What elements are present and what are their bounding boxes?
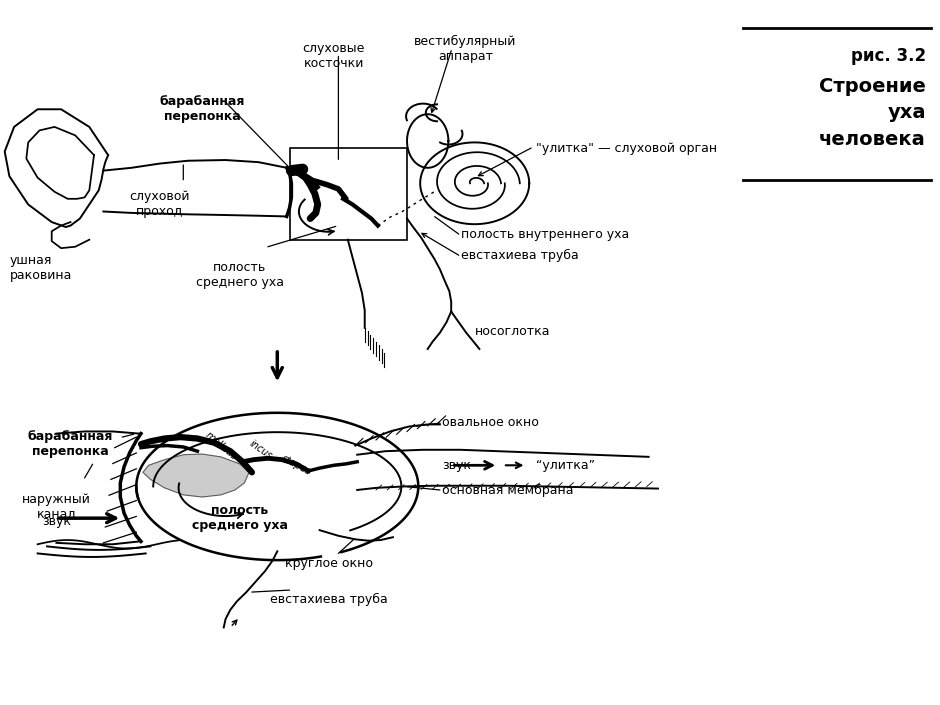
Text: полость внутреннего уха: полость внутреннего уха: [461, 228, 629, 240]
Text: вестибулярный
аппарат: вестибулярный аппарат: [415, 35, 516, 63]
Bar: [290, 148, 407, 240]
Text: stapes: stapes: [279, 453, 313, 477]
Text: malleus: malleus: [203, 429, 239, 462]
Text: барабанная
перепонка: барабанная перепонка: [28, 430, 113, 458]
Text: incus: incus: [248, 439, 274, 461]
Text: рис. 3.2: рис. 3.2: [851, 47, 926, 66]
Text: полость
среднего уха: полость среднего уха: [196, 261, 284, 289]
Text: ушная
раковина: ушная раковина: [9, 254, 71, 282]
Text: основная мембрана: основная мембрана: [442, 484, 573, 496]
Polygon shape: [143, 454, 249, 497]
Text: овальное окно: овальное окно: [442, 417, 539, 429]
Text: евстахиева труба: евстахиева труба: [461, 249, 578, 262]
Text: звук: звук: [442, 459, 471, 472]
Text: звук: звук: [42, 515, 70, 528]
Text: барабанная
перепонка: барабанная перепонка: [160, 95, 244, 123]
Text: полость
среднего уха: полость среднего уха: [192, 504, 288, 532]
Text: “улитка”: “улитка”: [536, 459, 595, 472]
Text: наружный
канал: наружный канал: [22, 493, 91, 522]
Text: круглое окно: круглое окно: [285, 558, 373, 570]
Text: носоглотка: носоглотка: [475, 325, 550, 338]
Text: "улитка" — слуховой орган: "улитка" — слуховой орган: [536, 142, 717, 154]
Text: слуховой
проход: слуховой проход: [130, 190, 190, 219]
Text: слуховые
косточки: слуховые косточки: [303, 42, 365, 70]
Text: Строение
уха
человека: Строение уха человека: [819, 77, 926, 149]
Text: евстахиева труба: евстахиева труба: [270, 593, 388, 606]
